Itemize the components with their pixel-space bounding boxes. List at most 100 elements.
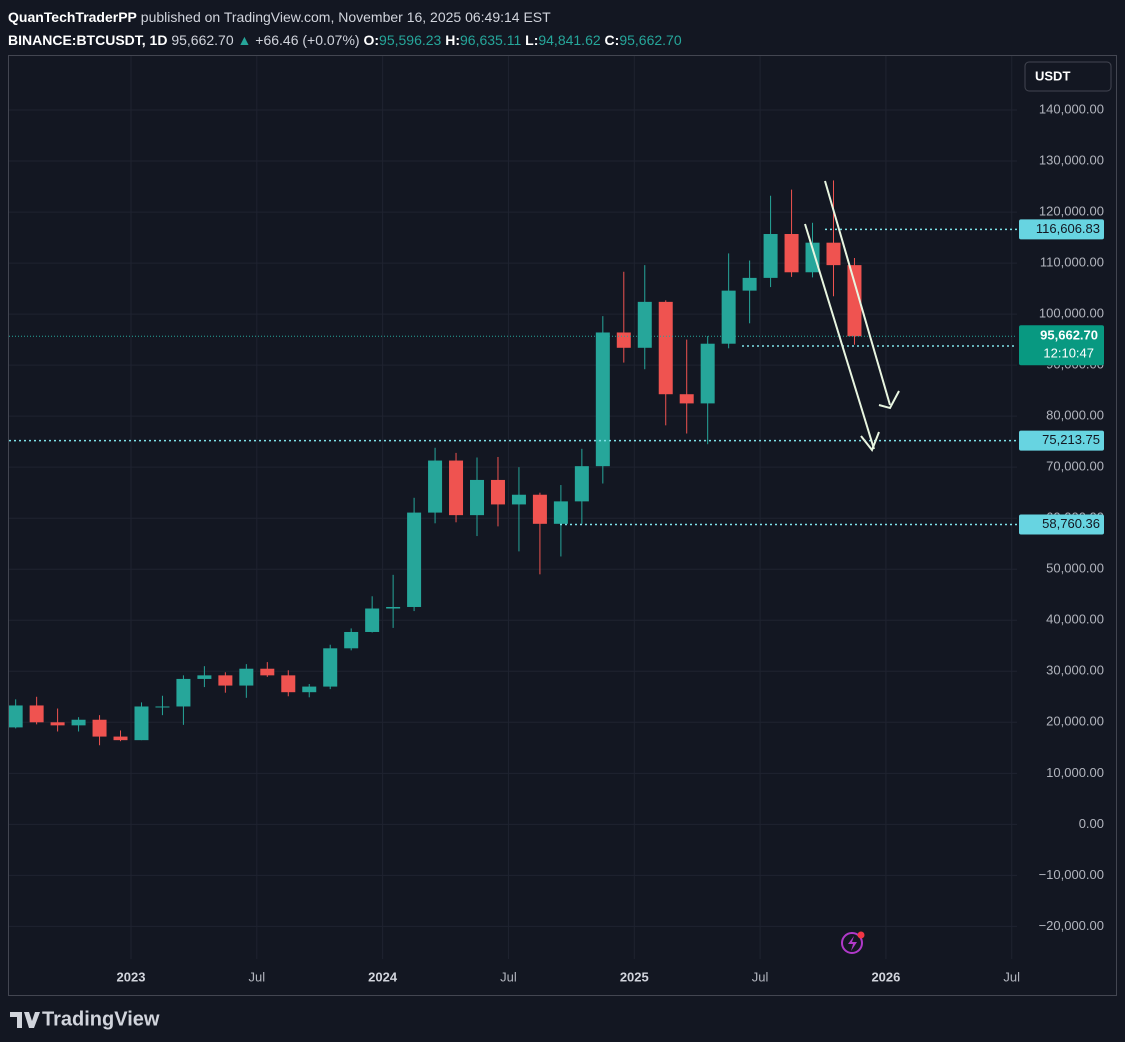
level-tag [1019, 514, 1104, 535]
y-tick-label: 100,000.00 [1039, 306, 1104, 321]
grid [9, 56, 1017, 959]
drawings [804, 180, 900, 452]
y-tick-label: −20,000.00 [1039, 918, 1104, 933]
ohlc-label: L: [525, 32, 539, 48]
candle-body [302, 686, 317, 693]
candle-body [386, 606, 401, 609]
x-tick-label: Jul [500, 969, 517, 984]
icon-bolt [848, 936, 857, 951]
candle-body [29, 705, 44, 723]
candle-body [637, 301, 652, 348]
level-tag [1019, 219, 1104, 240]
y-tick-label: 70,000.00 [1046, 459, 1104, 474]
candle-body [260, 668, 275, 676]
candle-body [574, 466, 589, 502]
candle-body [407, 512, 422, 607]
candle-body [511, 494, 526, 505]
candle-body [92, 719, 107, 737]
candle-body [700, 343, 715, 404]
candle-body [742, 277, 757, 291]
ohlc-label: C: [604, 32, 620, 48]
candle-body [176, 678, 191, 707]
ohlc-value: 95,596.23 [379, 32, 442, 48]
last-price-label: 95,662.70 [1040, 328, 1098, 343]
candle-body [721, 290, 736, 344]
candle-body [113, 736, 128, 741]
candle-body [9, 705, 23, 728]
plot [9, 180, 1017, 746]
y-tick-label: 10,000.00 [1046, 765, 1104, 780]
candle-body [490, 479, 505, 505]
y-tick-label: 30,000.00 [1046, 663, 1104, 678]
ohlc-value: 96,635.11 [460, 32, 522, 48]
candle-body [616, 332, 631, 348]
logo [10, 1012, 40, 1028]
y-tick-label: 130,000.00 [1039, 152, 1104, 167]
candle-body [763, 234, 778, 278]
level-tag [1019, 430, 1104, 451]
candle-body [470, 479, 485, 516]
y-tick-label: 110,000.00 [1040, 255, 1104, 270]
level-label: 58,760.36 [1042, 516, 1100, 531]
candle-body [658, 301, 673, 395]
candle-body [323, 648, 338, 687]
frame [8, 55, 1117, 996]
x-tick-label: Jul [752, 969, 769, 984]
ohlc-value: 95,662.70 [619, 32, 682, 48]
candle-body [532, 494, 547, 524]
candle-body [344, 631, 359, 649]
candle-body [428, 460, 443, 513]
y-tick-label: 120,000.00 [1039, 204, 1104, 219]
y-tick-label: 140,000.00 [1039, 101, 1104, 116]
candle-body [155, 706, 170, 708]
author: QuanTechTraderPP [8, 9, 137, 25]
ohlc-label: H: [445, 32, 460, 48]
y-tick-label: 20,000.00 [1046, 714, 1104, 729]
x-tick-label: 2023 [117, 969, 146, 984]
candle-body [805, 242, 820, 273]
published: published on TradingView.com, November 1… [140, 9, 551, 25]
y-tick-label: 50,000.00 [1046, 561, 1104, 576]
candle-body [218, 675, 233, 686]
candle-body [71, 719, 86, 726]
candle-body [449, 460, 464, 516]
candle-body [134, 706, 149, 741]
last-price-tag [1019, 325, 1104, 366]
change: +66.46 (+0.07%) [255, 32, 360, 48]
candle-body [826, 242, 841, 266]
x-tick-label: Jul [1003, 969, 1020, 984]
brand: TradingView [42, 1008, 160, 1030]
candle-body [595, 332, 610, 467]
symbol-line: BINANCE:BTCUSDT, 1D 95,662.70 ▲ +66.46 (… [8, 29, 682, 52]
byline: QuanTechTraderPP published on TradingVie… [8, 6, 682, 29]
candle-body [281, 675, 296, 693]
x-tick-label: 2026 [871, 969, 900, 984]
candle-body [847, 265, 862, 337]
candle-body [239, 668, 254, 686]
countdown: 12:10:47 [1043, 346, 1094, 361]
candle-body [197, 675, 212, 679]
y-tick-label: 40,000.00 [1046, 612, 1104, 627]
y-tick-label: −10,000.00 [1039, 867, 1104, 882]
icon [841, 932, 863, 954]
x-tick-label: 2024 [368, 969, 398, 984]
currency-box [1024, 61, 1112, 92]
candle-body [679, 394, 694, 404]
ohlc-value: 94,841.62 [538, 32, 601, 48]
x-tick-label: 2025 [620, 969, 649, 984]
header: QuanTechTraderPP published on TradingVie… [8, 6, 682, 52]
level-label: 75,213.75 [1042, 432, 1100, 447]
icon-dot [857, 931, 865, 939]
candle-body [784, 234, 799, 273]
y-tick-label: 0.00 [1079, 816, 1104, 831]
symbol: BINANCE:BTCUSDT, 1D [8, 32, 168, 48]
currency: USDT [1035, 68, 1070, 83]
x-tick-label: Jul [249, 969, 266, 984]
axis: 140,000.00 130,000.00 120,000.00 110,000.00… [117, 101, 1104, 984]
candle-body [553, 501, 568, 524]
price: 95,662.70 [171, 32, 234, 48]
ohlc-label: O: [363, 32, 380, 48]
level-label: 116,606.83 [1036, 221, 1100, 236]
candle-body [50, 722, 65, 726]
